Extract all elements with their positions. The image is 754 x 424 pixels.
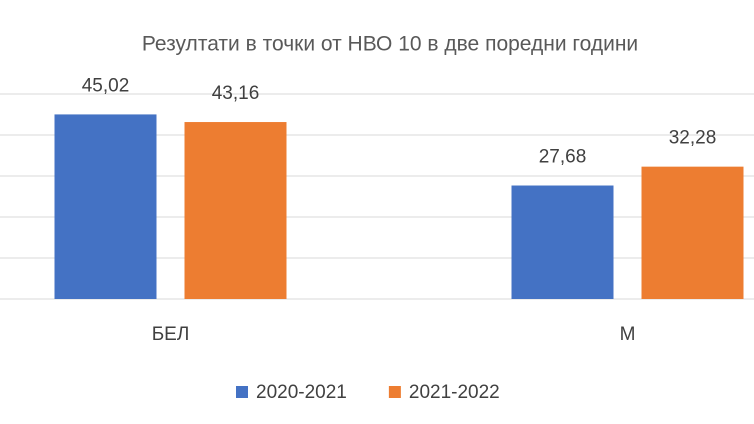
x-tick-label: БЕЛ <box>152 324 190 345</box>
data-label: 27,68 <box>539 147 587 168</box>
data-label: 45,02 <box>82 75 130 96</box>
bar <box>641 166 744 299</box>
bar <box>54 114 157 299</box>
legend-swatch <box>236 386 248 398</box>
legend-label: 2020-2021 <box>256 382 347 403</box>
legend-label: 2021-2022 <box>409 382 500 403</box>
legend-swatch <box>388 386 401 398</box>
data-label: 32,28 <box>669 128 717 149</box>
x-tick-label: М <box>620 324 636 345</box>
bar <box>511 185 614 299</box>
data-label: 43,16 <box>212 83 260 104</box>
chart-title: Резултати в точки от НВО 10 в две поредн… <box>142 33 638 56</box>
bar <box>184 122 287 299</box>
